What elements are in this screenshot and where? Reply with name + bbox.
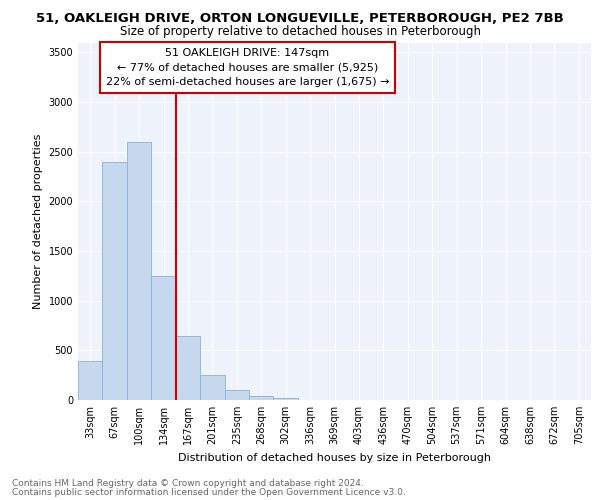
Bar: [249, 396, 274, 400]
Text: Size of property relative to detached houses in Peterborough: Size of property relative to detached ho…: [119, 25, 481, 38]
Text: Contains HM Land Registry data © Crown copyright and database right 2024.: Contains HM Land Registry data © Crown c…: [12, 479, 364, 488]
Bar: [200, 375, 224, 400]
Bar: [274, 398, 298, 400]
Bar: [151, 276, 176, 400]
Bar: [103, 162, 127, 400]
Text: Contains public sector information licensed under the Open Government Licence v3: Contains public sector information licen…: [12, 488, 406, 497]
X-axis label: Distribution of detached houses by size in Peterborough: Distribution of detached houses by size …: [178, 452, 491, 462]
Bar: [78, 362, 103, 400]
Bar: [176, 336, 200, 400]
Text: 51 OAKLEIGH DRIVE: 147sqm
← 77% of detached houses are smaller (5,925)
22% of se: 51 OAKLEIGH DRIVE: 147sqm ← 77% of detac…: [106, 48, 389, 88]
Y-axis label: Number of detached properties: Number of detached properties: [33, 134, 43, 309]
Text: 51, OAKLEIGH DRIVE, ORTON LONGUEVILLE, PETERBOROUGH, PE2 7BB: 51, OAKLEIGH DRIVE, ORTON LONGUEVILLE, P…: [36, 12, 564, 24]
Bar: [224, 390, 249, 400]
Bar: [127, 142, 151, 400]
